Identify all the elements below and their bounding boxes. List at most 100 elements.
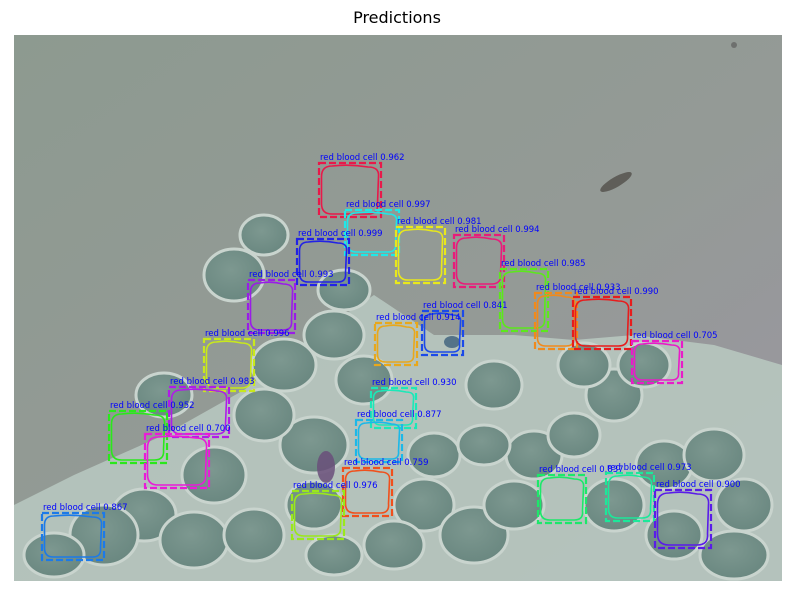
bounding-box (653, 488, 713, 550)
detection: red blood cell 0.841 (420, 301, 508, 357)
segmentation-mask (346, 211, 398, 253)
bounding-box (40, 511, 106, 562)
blood-cell (556, 341, 612, 389)
segmentation-mask (536, 294, 576, 347)
detection-label: red blood cell 0.900 (656, 480, 741, 490)
detection-label: red blood cell 0.983 (170, 377, 255, 387)
bounding-box (343, 208, 401, 257)
detection-label: red blood cell 0.981 (397, 217, 482, 227)
bounding-box (290, 489, 346, 541)
bounding-box (533, 291, 579, 351)
blood-cell (456, 423, 512, 467)
blood-cell (304, 533, 364, 577)
detection: red blood cell 0.877 (354, 410, 442, 464)
stained-spot (444, 336, 460, 348)
detections-layer: red blood cell 0.962 red blood cell 0.997… (40, 153, 741, 562)
detection-label: red blood cell 0.990 (574, 287, 659, 297)
bounding-box (630, 339, 684, 385)
blood-cell (392, 477, 456, 533)
blood-cell (22, 531, 86, 579)
detection: red blood cell 0.933 (533, 283, 621, 351)
detection: red blood cell 0.994 (452, 225, 540, 289)
segmentation-mask (633, 342, 681, 381)
debris-streak (600, 172, 632, 192)
segmentation-mask (656, 491, 710, 546)
bounding-box (452, 233, 506, 289)
segmentation-mask (43, 514, 103, 558)
bounding-box (167, 385, 231, 439)
detection: red blood cell 0.981 (394, 217, 482, 285)
detection-label: red blood cell 0.952 (110, 401, 195, 411)
blood-cell (316, 268, 372, 312)
detection: red blood cell 0.837 (536, 465, 624, 525)
segmentation-mask (423, 312, 462, 353)
detection: red blood cell 0.900 (653, 480, 741, 550)
blood-cell (134, 371, 194, 419)
detection-label: red blood cell 0.976 (293, 481, 378, 491)
detection: red blood cell 0.700 (143, 424, 231, 490)
detection-label: red blood cell 0.841 (423, 301, 508, 311)
detection: red blood cell 0.976 (290, 481, 378, 541)
blood-cell (546, 411, 602, 459)
blood-cell (362, 519, 426, 571)
blood-cell (250, 337, 318, 393)
detection-label: red blood cell 0.973 (607, 463, 692, 473)
bounding-box (498, 267, 550, 333)
blood-cell (682, 427, 746, 483)
microscopy-image: red blood cell 0.962 red blood cell 0.997… (14, 35, 782, 581)
segmentation-mask (344, 469, 391, 514)
blood-cell (302, 309, 366, 361)
segmentation-mask (501, 270, 547, 329)
bounding-box (420, 309, 465, 357)
segmentation-mask (372, 389, 415, 426)
blood-cell (222, 507, 286, 563)
detection-label: red blood cell 0.993 (249, 270, 334, 280)
detection-label: red blood cell 0.930 (372, 378, 457, 388)
detection-label: red blood cell 0.933 (536, 283, 621, 293)
detection: red blood cell 0.990 (571, 287, 659, 351)
blood-cell (698, 529, 770, 581)
detection: red blood cell 0.997 (343, 200, 431, 257)
blood-cell (464, 359, 524, 411)
detection-label: red blood cell 0.914 (376, 313, 461, 323)
detection: red blood cell 0.867 (40, 503, 128, 562)
cell-layer (22, 213, 774, 581)
blood-cell (482, 479, 546, 531)
dust-speck (731, 42, 737, 48)
detection: red blood cell 0.983 (167, 377, 255, 439)
segmentation-mask (574, 298, 630, 347)
blood-cell (238, 213, 290, 257)
segmentation-mask (539, 476, 585, 521)
segmentation-mask (293, 492, 343, 537)
bounding-box (373, 321, 419, 367)
detection-label: red blood cell 0.837 (539, 465, 624, 475)
detection: red blood cell 0.930 (369, 378, 457, 430)
blood-cell (158, 510, 230, 570)
segmentation-mask (205, 340, 253, 389)
bounding-box (317, 161, 383, 219)
detection-label: red blood cell 0.705 (633, 331, 718, 341)
segmentation-mask (298, 240, 348, 283)
bounding-box (354, 418, 404, 464)
detection-label: red blood cell 0.999 (298, 229, 383, 239)
debris-layer (317, 42, 737, 483)
segmentation-mask (607, 474, 653, 519)
segmentation-mask (170, 388, 228, 435)
bounding-box (536, 473, 588, 525)
blood-cell (232, 387, 296, 443)
bounding-box (394, 225, 447, 285)
detection-label: red blood cell 0.994 (455, 225, 540, 235)
detection-label: red blood cell 0.759 (344, 458, 429, 468)
figure-title: Predictions (353, 8, 441, 27)
segmentation-mask (249, 281, 294, 331)
detection-label: red blood cell 0.996 (205, 329, 290, 339)
detection-label: red blood cell 0.700 (146, 424, 231, 434)
segmentation-mask (455, 236, 503, 285)
blood-cell (406, 431, 462, 479)
detection-label: red blood cell 0.985 (501, 259, 586, 269)
stained-cell (317, 451, 335, 483)
blood-cell (582, 477, 646, 533)
segmentation-mask (376, 324, 416, 363)
segmentation-mask (110, 412, 166, 461)
blood-cell (180, 445, 248, 505)
